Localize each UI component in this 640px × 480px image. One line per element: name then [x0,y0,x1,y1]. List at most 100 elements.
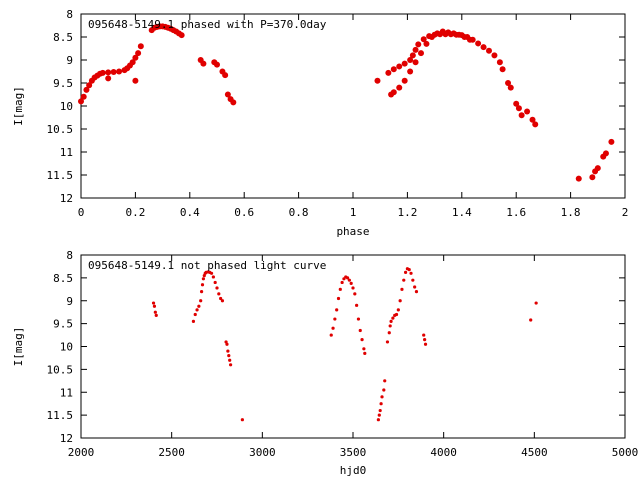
y-tick-label: 10 [60,341,73,354]
x-tick-label: 3500 [340,446,367,459]
x-tick-label: 4000 [430,446,457,459]
data-point [360,338,364,342]
data-point [518,112,525,119]
data-point [211,275,215,279]
chart-title: 095648-5149.1 not phased light curve [88,259,326,272]
data-point [475,40,482,47]
data-point [199,299,203,303]
data-point [534,301,538,305]
data-point [226,349,230,353]
data-point [338,287,342,291]
data-point [135,50,142,57]
data-point [105,69,112,76]
data-point [499,66,506,73]
data-point [228,358,232,362]
data-point [400,287,404,291]
data-point [132,77,139,84]
data-point [396,84,403,91]
data-point [382,388,386,392]
data-point [230,99,237,106]
x-tick-label: 1.6 [506,206,526,219]
unphased-light-curve-panel: 2000 2500 3000 3500 4000 4500 5000 8 8.5 9 9.5 10 10… [12,249,638,477]
x-tick-label: 0 [78,206,85,219]
y-tick-label: 10.5 [47,123,74,136]
data-point [129,59,136,66]
data-point [340,280,344,285]
data-point [195,308,199,312]
y-tick-label: 8.5 [53,272,73,285]
data-point [137,43,144,50]
data-point [132,54,139,61]
data-point [219,296,223,301]
x-tick-label: 2500 [158,446,185,459]
data-point [391,316,395,320]
data-point [411,278,415,282]
data-point [403,270,408,274]
data-point [374,77,381,84]
data-point [412,59,419,66]
x-tick-label: 0.4 [180,206,200,219]
data-point [402,278,406,282]
x-axis-label: hjd0 [340,464,367,477]
data-point [445,29,452,36]
data-point [105,75,112,82]
data-point [480,44,487,51]
data-point [420,36,427,43]
data-point [197,304,201,308]
data-point [407,268,411,272]
y-tick-label: 11.5 [47,169,74,182]
data-point [378,408,382,413]
data-point [347,278,351,282]
data-point [191,319,196,323]
plot-frame [80,254,626,439]
data-point [461,34,468,40]
x-tick-label: 0.8 [289,206,309,219]
y-tick-label: 12 [60,192,73,205]
data-point [349,281,353,285]
data-point [394,312,399,317]
x-tick-label: 2 [622,206,629,219]
data-point [390,89,397,96]
data-point [335,308,339,312]
data-point [389,319,393,323]
y-tick-label: 9 [66,54,73,67]
data-point [99,69,106,76]
data-point [401,60,408,67]
x-tick-label: 1 [350,206,357,219]
data-point [434,30,441,37]
data-point [193,312,197,317]
x-tick-label: 4500 [521,446,548,459]
data-point [396,308,400,312]
data-point [423,40,430,47]
data-point [428,34,435,40]
data-point [450,30,457,37]
data-point [229,363,233,367]
x-tick-label: 2000 [68,446,95,459]
y-tick-label: 10 [60,100,73,113]
data-point [529,116,536,123]
data-point [505,80,512,86]
x-tick-label: 3000 [249,446,276,459]
x-tick-label: 1.8 [561,206,581,219]
data-point [415,41,422,48]
data-point [116,68,123,75]
y-axis-label: I[mag] [12,86,25,126]
data-point [200,60,207,67]
y-tick-label: 11.5 [47,409,74,422]
plot-frame [80,13,626,199]
data-point [336,296,341,301]
y-tick-label: 12 [60,432,73,445]
data-point [388,324,392,328]
data-point [240,418,244,422]
data-point [178,32,185,39]
data-point [153,310,157,314]
data-point [532,121,539,128]
data-point [423,338,427,342]
data-point [376,418,380,422]
data-point [513,100,520,107]
data-point [224,91,231,98]
data-point [86,82,93,89]
data-point [413,285,417,289]
data-point [414,290,419,294]
y-tick-label: 8 [66,249,73,262]
